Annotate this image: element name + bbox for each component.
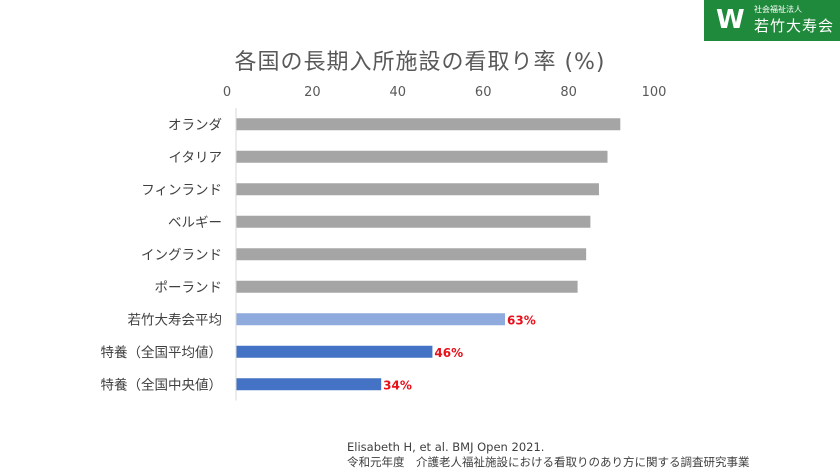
organization-logo: W 社会福祉法人 若竹大寿会 xyxy=(704,0,840,41)
bar xyxy=(236,215,591,228)
category-label: ベルギー xyxy=(168,215,222,231)
bar xyxy=(236,345,433,358)
logo-name: 若竹大寿会 xyxy=(754,17,835,35)
category-label: ポーランド xyxy=(155,280,223,296)
category-label: 特養（全国中央値） xyxy=(101,376,223,393)
logo-mark-icon: W xyxy=(716,5,745,35)
data-label: 46% xyxy=(434,346,463,360)
category-label: イタリア xyxy=(169,150,222,166)
data-label: 34% xyxy=(383,378,412,392)
data-label: 63% xyxy=(507,313,536,327)
category-label: フィンランド xyxy=(141,182,222,198)
bar xyxy=(236,313,506,326)
chart-title: 各国の長期入所施設の看取り率 (%) xyxy=(234,50,606,75)
source-line-1: Elisabeth H, et al. BMJ Open 2021. xyxy=(347,440,545,454)
x-tick-label: 20 xyxy=(304,85,321,100)
x-tick-label: 100 xyxy=(642,85,667,100)
bar xyxy=(236,150,608,163)
category-label: 若竹大寿会平均 xyxy=(128,311,223,328)
source-line-2: 令和元年度 介護老人福祉施設における看取りのあり方に関する調査研究事業 xyxy=(347,455,750,469)
bar xyxy=(236,118,621,131)
x-tick-label: 0 xyxy=(223,85,231,100)
category-label: オランダ xyxy=(168,117,222,133)
x-tick-label: 80 xyxy=(560,85,577,100)
source-citation: Elisabeth H, et al. BMJ Open 2021. 令和元年度… xyxy=(347,440,750,470)
category-label: イングランド xyxy=(141,247,222,263)
category-label: 特養（全国平均値） xyxy=(101,344,223,361)
x-tick-label: 40 xyxy=(390,85,407,100)
logo-subtitle: 社会福祉法人 xyxy=(754,5,802,14)
bar xyxy=(236,248,587,261)
x-tick-label: 60 xyxy=(475,85,492,100)
bar xyxy=(236,280,578,293)
bar xyxy=(236,183,599,196)
bar xyxy=(236,378,382,391)
